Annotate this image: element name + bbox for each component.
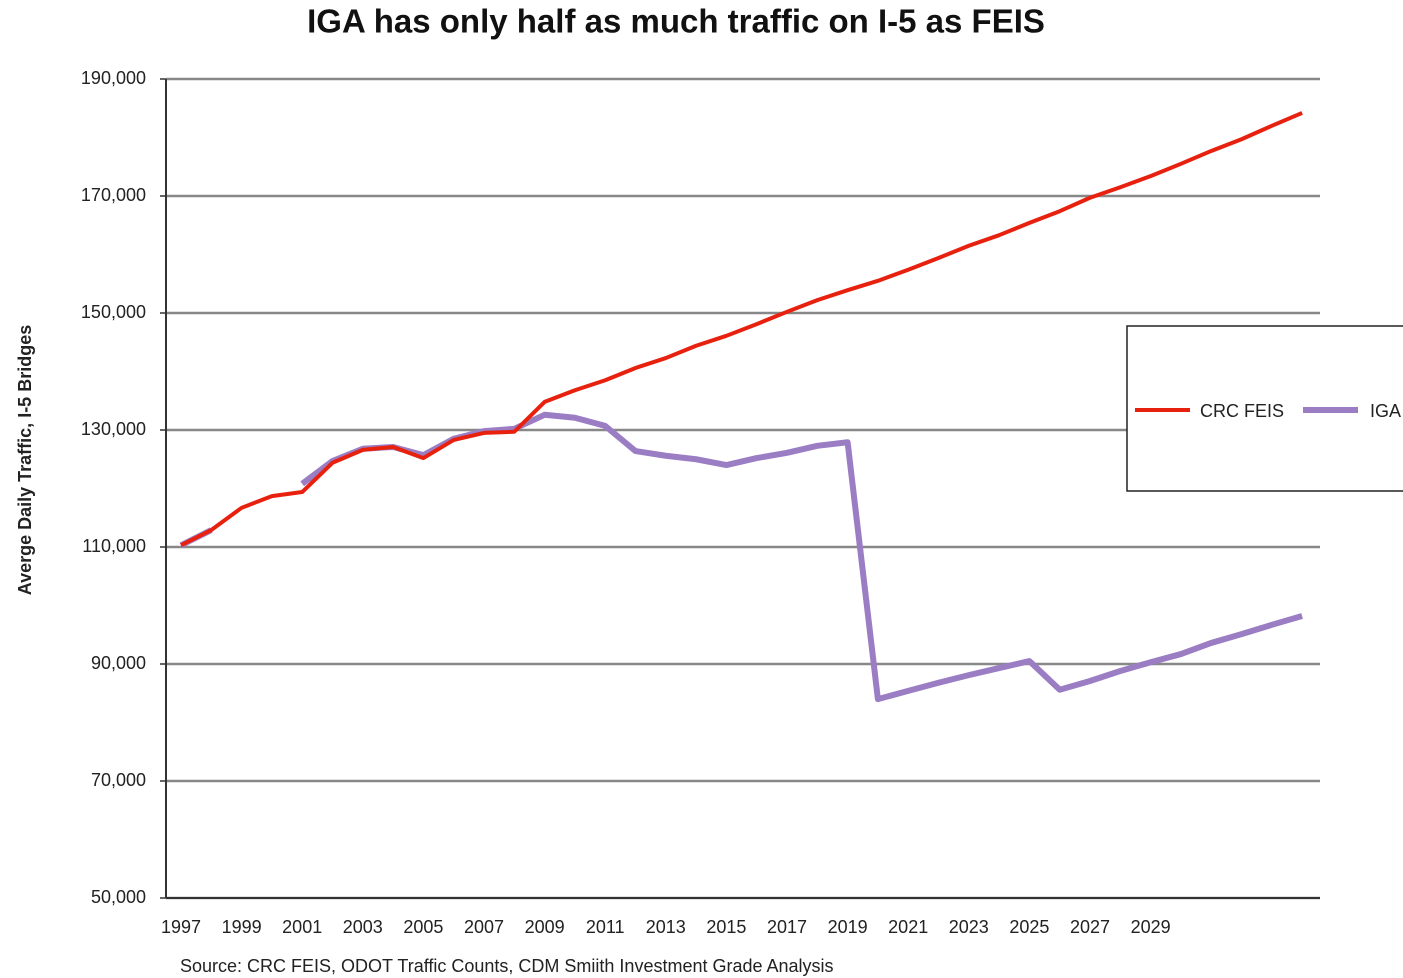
y-tick-label: 110,000	[82, 536, 146, 556]
source-note: Source: CRC FEIS, ODOT Traffic Counts, C…	[180, 956, 834, 976]
x-tick-label: 2011	[586, 917, 625, 937]
x-tick-label: 2003	[343, 917, 383, 937]
legend-label: CRC FEIS	[1200, 401, 1284, 421]
y-tick-label: 50,000	[91, 887, 146, 907]
y-axis-label: Averge Daily Traffic, I-5 Bridges	[15, 325, 35, 595]
y-tick-label: 150,000	[81, 302, 146, 322]
x-tick-label: 2025	[1009, 917, 1049, 937]
x-tick-label: 2019	[828, 917, 868, 937]
y-tick-label: 70,000	[91, 770, 146, 790]
legend-label: IGA	[1370, 401, 1401, 421]
chart-title: IGA has only half as much traffic on I-5…	[307, 3, 1045, 40]
y-tick-label: 90,000	[91, 653, 146, 673]
x-tick-label: 2001	[282, 917, 322, 937]
data-line	[180, 111, 1303, 548]
y-tick-label: 170,000	[81, 185, 146, 205]
x-tick-label: 2009	[525, 917, 565, 937]
x-tick-label: 2021	[888, 917, 928, 937]
x-tick-label: 2017	[767, 917, 807, 937]
x-tick-label: 1999	[222, 917, 262, 937]
x-tick-label: 2023	[949, 917, 989, 937]
y-tick-label: 190,000	[81, 68, 146, 88]
x-tick-label: 2005	[403, 917, 443, 937]
y-tick-label: 130,000	[81, 419, 146, 439]
x-tick-label: 2007	[464, 917, 504, 937]
x-tick-label: 2015	[706, 917, 746, 937]
x-tick-label: 1997	[161, 917, 201, 937]
x-tick-label: 2027	[1070, 917, 1110, 937]
x-tick-label: 2013	[646, 917, 686, 937]
x-tick-label: 2029	[1131, 917, 1171, 937]
